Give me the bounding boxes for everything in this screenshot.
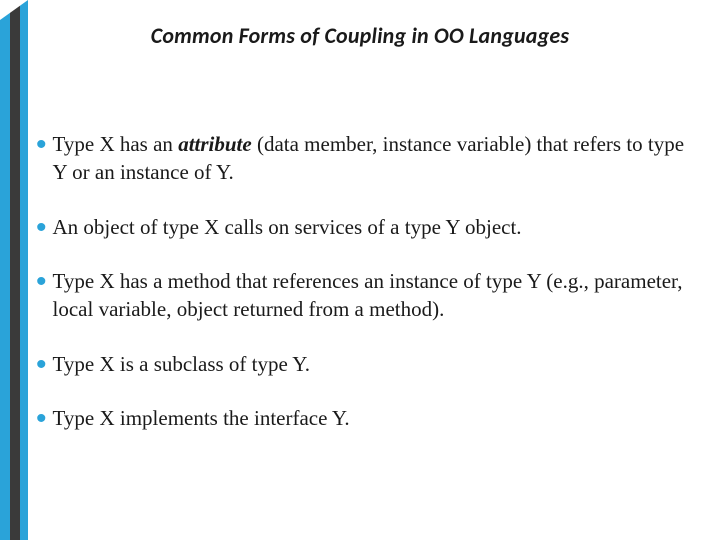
bullet-text-pre: Type X is a subclass of type Y. xyxy=(53,352,311,376)
bullet-item: • Type X is a subclass of type Y. xyxy=(36,350,696,378)
bullet-text-pre: Type X has an xyxy=(53,132,179,156)
bullet-icon: • xyxy=(36,412,47,426)
bullet-text: Type X implements the interface Y. xyxy=(53,404,350,432)
bullet-text: Type X has a method that references an i… xyxy=(53,267,696,324)
slide: Common Forms of Coupling in OO Languages… xyxy=(0,0,720,540)
bullet-item: • Type X has an attribute (data member, … xyxy=(36,130,696,187)
left-bar-dark xyxy=(10,0,20,540)
bullet-text: Type X is a subclass of type Y. xyxy=(53,350,311,378)
bullet-icon: • xyxy=(36,138,47,152)
bullet-text-pre: Type X has a method that references an i… xyxy=(53,269,683,321)
bullet-item: • Type X has a method that references an… xyxy=(36,267,696,324)
bullet-icon: • xyxy=(36,358,47,372)
left-bar-blue xyxy=(0,0,28,540)
left-bar-notch xyxy=(0,0,28,20)
bullet-list: • Type X has an attribute (data member, … xyxy=(36,130,696,458)
bullet-text-emph: attribute xyxy=(178,132,252,156)
bullet-icon: • xyxy=(36,221,47,235)
bullet-item: • Type X implements the interface Y. xyxy=(36,404,696,432)
bullet-icon: • xyxy=(36,275,47,289)
bullet-text-pre: An object of type X calls on services of… xyxy=(53,215,522,239)
bullet-item: • An object of type X calls on services … xyxy=(36,213,696,241)
bullet-text: Type X has an attribute (data member, in… xyxy=(53,130,696,187)
slide-title: Common Forms of Coupling in OO Languages xyxy=(0,22,720,49)
bullet-text-pre: Type X implements the interface Y. xyxy=(53,406,350,430)
bullet-text: An object of type X calls on services of… xyxy=(53,213,522,241)
